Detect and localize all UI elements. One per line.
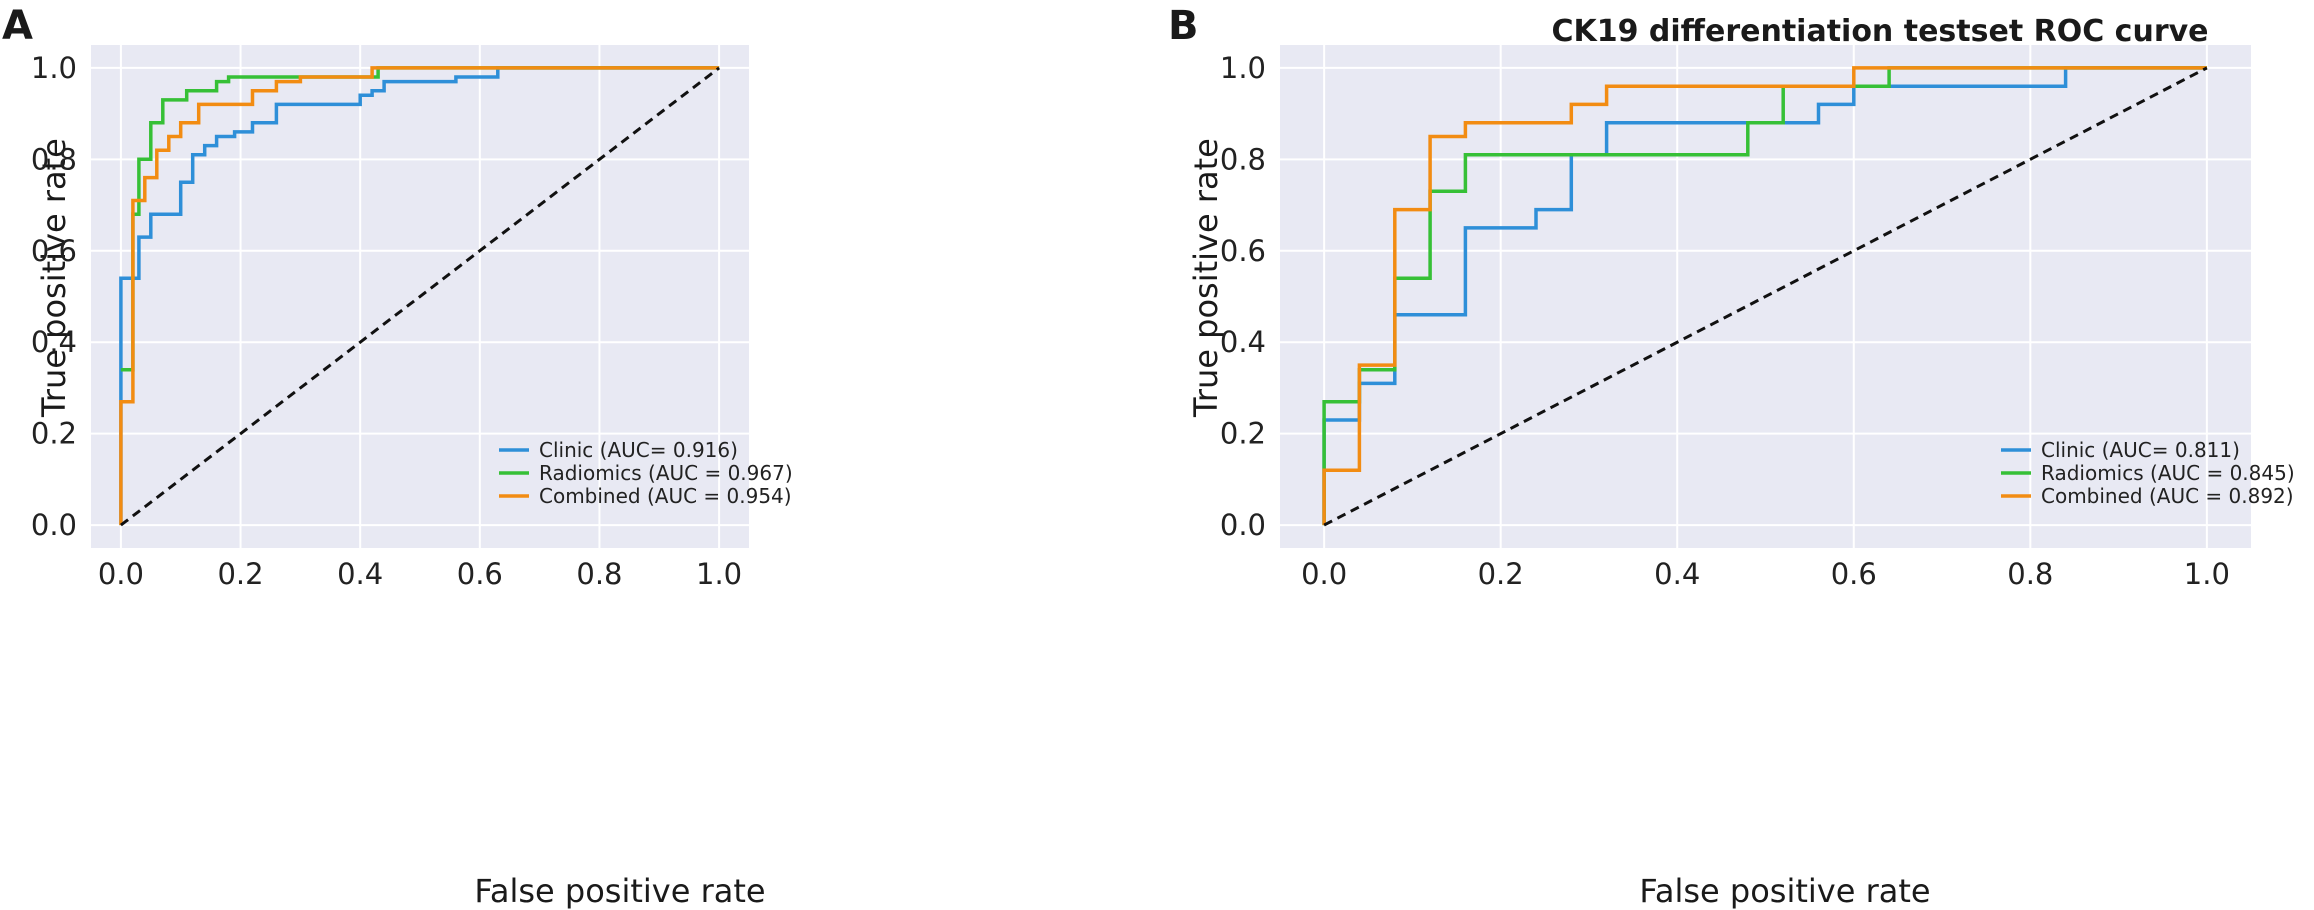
chart-b-plot-background (1280, 45, 2251, 548)
chart-b-y-tick-label: 0.6 (1220, 234, 1266, 268)
panel-a-x-axis-label: False positive rate (474, 872, 766, 910)
chart-b-x-tick-label: 1.0 (2184, 557, 2230, 591)
chart-a-x-tick-label: 0.6 (457, 557, 503, 591)
chart-b-series-line-1 (1322, 66, 2207, 526)
chart-a-y-tick-label: 0.8 (31, 142, 77, 176)
chart-a-legend-label: Clinic (AUC= 0.916) (539, 438, 738, 462)
chart-b-x-tick-label: 0.8 (2007, 557, 2053, 591)
chart-b-y-tick-label: 0.0 (1220, 508, 1266, 542)
chart-a-x-tick-label: 0.0 (98, 557, 144, 591)
panel-b-chart-title: CK19 differentiation testset ROC curve (1551, 14, 2209, 49)
chart-b-x-tick-label: 0.2 (1478, 557, 1524, 591)
chart-a-x-tick-label: 0.4 (337, 557, 383, 591)
chart-b-legend-label: Combined (AUC = 0.892) (2041, 484, 2294, 508)
chart-b-y-tick-label: 0.4 (1220, 325, 1266, 359)
panel-b-x-axis-label: False positive rate (1639, 872, 1931, 910)
chart-b-diagonal-reference-line (1323, 66, 2208, 527)
chart-a-series-line-1 (119, 66, 720, 526)
chart-b-legend-label: Clinic (AUC= 0.811) (2041, 438, 2240, 462)
chart-a-y-tick-label: 1.0 (31, 51, 77, 85)
chart-a-series-line-3 (119, 66, 720, 526)
panel-b-y-axis-label: True positive rate (1187, 138, 1225, 417)
chart-b-x-tick-label: 0.6 (1831, 557, 1877, 591)
panel-letter-a: A (2, 3, 33, 49)
chart-b-legend-label: Radiomics (AUC = 0.845) (2041, 461, 2295, 485)
chart-a-y-tick-label: 0.4 (31, 325, 77, 359)
chart-a-x-tick-label: 0.8 (576, 557, 622, 591)
panel-letter-b: B (1168, 3, 1199, 49)
chart-a-diagonal-reference-line (119, 66, 721, 527)
chart-b-y-tick-label: 0.8 (1220, 142, 1266, 176)
chart-b-y-tick-label: 1.0 (1220, 51, 1266, 85)
chart-a-x-tick-label: 0.2 (217, 557, 263, 591)
chart-b-series-line-3 (1322, 66, 2207, 526)
chart-b-x-tick-label: 0.4 (1654, 557, 1700, 591)
chart-a-legend-label: Combined (AUC = 0.954) (539, 484, 792, 508)
chart-b-series-line-2 (1322, 66, 2207, 526)
chart-b-y-tick-label: 0.2 (1220, 417, 1266, 451)
chart-a-y-tick-label: 0.2 (31, 417, 77, 451)
chart-b-x-tick-label: 0.0 (1301, 557, 1347, 591)
chart-a-plot: 0.0 0.0 0.2 0.2 0.4 0.4 0.6 0.6 0.8 0.8 1.0 1.0 Clin… (31, 45, 793, 591)
chart-a-x-tick-label: 1.0 (696, 557, 742, 591)
chart-a-y-tick-label: 0.0 (31, 508, 77, 542)
chart-a-legend-label: Radiomics (AUC = 0.967) (539, 461, 793, 485)
chart-a-y-tick-label: 0.6 (31, 234, 77, 268)
